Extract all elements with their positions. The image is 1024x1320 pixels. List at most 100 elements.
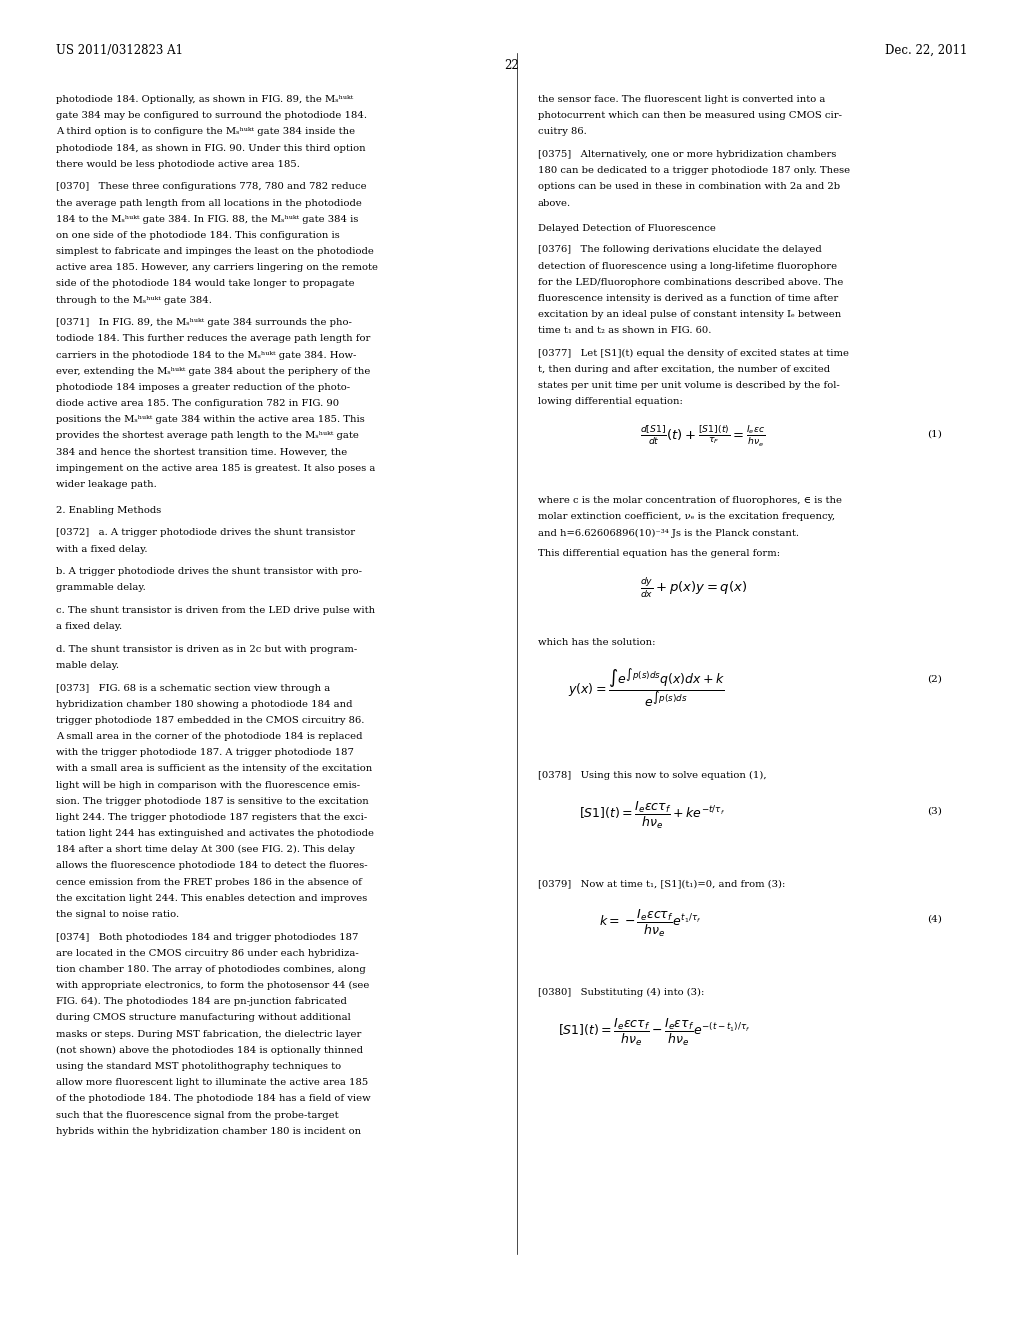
Text: todiode 184. This further reduces the average path length for: todiode 184. This further reduces the av… [56,334,371,343]
Text: [0380]   Substituting (4) into (3):: [0380] Substituting (4) into (3): [538,987,703,997]
Text: gate 384 may be configured to surround the photodiode 184.: gate 384 may be configured to surround t… [56,111,368,120]
Text: t, then during and after excitation, the number of excited: t, then during and after excitation, the… [538,366,829,374]
Text: US 2011/0312823 A1: US 2011/0312823 A1 [56,44,183,57]
Text: states per unit time per unit volume is described by the fol-: states per unit time per unit volume is … [538,381,840,391]
Text: $[S1](t)=\dfrac{I_e\epsilon c\tau_f}{h\nu_e}-\dfrac{I_e\epsilon\tau_f}{h\nu_e}e^: $[S1](t)=\dfrac{I_e\epsilon c\tau_f}{h\n… [558,1016,751,1048]
Text: hybrids within the hybridization chamber 180 is incident on: hybrids within the hybridization chamber… [56,1127,361,1135]
Text: of the photodiode 184. The photodiode 184 has a field of view: of the photodiode 184. The photodiode 18… [56,1094,371,1104]
Text: 180 can be dedicated to a trigger photodiode 187 only. These: 180 can be dedicated to a trigger photod… [538,166,850,176]
Text: options can be used in these in combination with 2a and 2b: options can be used in these in combinat… [538,182,840,191]
Text: [0378]   Using this now to solve equation (1),: [0378] Using this now to solve equation … [538,771,766,780]
Text: such that the fluorescence signal from the probe-target: such that the fluorescence signal from t… [56,1110,339,1119]
Text: diode active area 185. The configuration 782 in FIG. 90: diode active area 185. The configuration… [56,399,339,408]
Text: with the trigger photodiode 187. A trigger photodiode 187: with the trigger photodiode 187. A trigg… [56,748,354,758]
Text: hybridization chamber 180 showing a photodiode 184 and: hybridization chamber 180 showing a phot… [56,700,353,709]
Text: the signal to noise ratio.: the signal to noise ratio. [56,909,179,919]
Text: ever, extending the Mₛʰᵘᵏᵗ gate 384 about the periphery of the: ever, extending the Mₛʰᵘᵏᵗ gate 384 abou… [56,367,371,376]
Text: light will be high in comparison with the fluorescence emis-: light will be high in comparison with th… [56,780,360,789]
Text: $\frac{d[S1]}{dt}(t)+\frac{[S1](t)}{\tau_F}=\frac{I_e\epsilon c}{h\nu_e}$: $\frac{d[S1]}{dt}(t)+\frac{[S1](t)}{\tau… [640,424,765,449]
Text: a fixed delay.: a fixed delay. [56,622,123,631]
Text: grammable delay.: grammable delay. [56,583,146,593]
Text: sion. The trigger photodiode 187 is sensitive to the excitation: sion. The trigger photodiode 187 is sens… [56,797,369,805]
Text: A third option is to configure the Mₛʰᵘᵏᵗ gate 384 inside the: A third option is to configure the Mₛʰᵘᵏ… [56,127,355,136]
Text: Delayed Detection of Fluorescence: Delayed Detection of Fluorescence [538,224,716,234]
Text: $k=-\dfrac{I_e\epsilon c\tau_f}{h\nu_e}e^{t_1/\tau_f}$: $k=-\dfrac{I_e\epsilon c\tau_f}{h\nu_e}e… [599,908,701,940]
Text: mable delay.: mable delay. [56,661,120,671]
Text: [0375]   Alternatively, one or more hybridization chambers: [0375] Alternatively, one or more hybrid… [538,150,836,158]
Text: 184 after a short time delay Δt 300 (see FIG. 2). This delay: 184 after a short time delay Δt 300 (see… [56,845,355,854]
Text: time t₁ and t₂ as shown in FIG. 60.: time t₁ and t₂ as shown in FIG. 60. [538,326,711,335]
Text: d. The shunt transistor is driven as in 2c but with program-: d. The shunt transistor is driven as in … [56,644,357,653]
Text: the average path length from all locations in the photodiode: the average path length from all locatio… [56,198,362,207]
Text: with appropriate electronics, to form the photosensor 44 (see: with appropriate electronics, to form th… [56,981,370,990]
Text: light 244. The trigger photodiode 187 registers that the exci-: light 244. The trigger photodiode 187 re… [56,813,368,822]
Text: 2. Enabling Methods: 2. Enabling Methods [56,506,162,515]
Text: tation light 244 has extinguished and activates the photodiode: tation light 244 has extinguished and ac… [56,829,375,838]
Text: [0371]   In FIG. 89, the Mₛʰᵘᵏᵗ gate 384 surrounds the pho-: [0371] In FIG. 89, the Mₛʰᵘᵏᵗ gate 384 s… [56,318,352,327]
Text: $\frac{dy}{dx}+p(x)y=q(x)$: $\frac{dy}{dx}+p(x)y=q(x)$ [640,576,748,599]
Text: (3): (3) [927,807,942,816]
Text: [0370]   These three configurations 778, 780 and 782 reduce: [0370] These three configurations 778, 7… [56,182,367,191]
Text: 184 to the Mₛʰᵘᵏᵗ gate 384. In FIG. 88, the Mₛʰᵘᵏᵗ gate 384 is: 184 to the Mₛʰᵘᵏᵗ gate 384. In FIG. 88, … [56,215,358,223]
Text: are located in the CMOS circuitry 86 under each hybridiza-: are located in the CMOS circuitry 86 und… [56,949,359,958]
Text: allows the fluorescence photodiode 184 to detect the fluores-: allows the fluorescence photodiode 184 t… [56,862,368,870]
Text: for the LED/fluorophore combinations described above. The: for the LED/fluorophore combinations des… [538,277,843,286]
Text: [0377]   Let [S1](t) equal the density of excited states at time: [0377] Let [S1](t) equal the density of … [538,348,849,358]
Text: using the standard MST photolithography techniques to: using the standard MST photolithography … [56,1063,341,1071]
Text: with a fixed delay.: with a fixed delay. [56,545,147,553]
Text: Dec. 22, 2011: Dec. 22, 2011 [886,44,968,57]
Text: excitation by an ideal pulse of constant intensity Iₑ between: excitation by an ideal pulse of constant… [538,310,841,319]
Text: simplest to fabricate and impinges the least on the photodiode: simplest to fabricate and impinges the l… [56,247,374,256]
Text: during CMOS structure manufacturing without additional: during CMOS structure manufacturing with… [56,1014,351,1023]
Text: impingement on the active area 185 is greatest. It also poses a: impingement on the active area 185 is gr… [56,463,376,473]
Text: [0372]   a. A trigger photodiode drives the shunt transistor: [0372] a. A trigger photodiode drives th… [56,528,355,537]
Text: with a small area is sufficient as the intensity of the excitation: with a small area is sufficient as the i… [56,764,373,774]
Text: (not shown) above the photodiodes 184 is optionally thinned: (not shown) above the photodiodes 184 is… [56,1045,364,1055]
Text: [0374]   Both photodiodes 184 and trigger photodiodes 187: [0374] Both photodiodes 184 and trigger … [56,933,358,941]
Text: side of the photodiode 184 would take longer to propagate: side of the photodiode 184 would take lo… [56,280,355,288]
Text: [0379]   Now at time t₁, [S1](t₁)=0, and from (3):: [0379] Now at time t₁, [S1](t₁)=0, and f… [538,879,785,888]
Text: tion chamber 180. The array of photodiodes combines, along: tion chamber 180. The array of photodiod… [56,965,366,974]
Text: masks or steps. During MST fabrication, the dielectric layer: masks or steps. During MST fabrication, … [56,1030,361,1039]
Text: on one side of the photodiode 184. This configuration is: on one side of the photodiode 184. This … [56,231,340,240]
Text: the excitation light 244. This enables detection and improves: the excitation light 244. This enables d… [56,894,368,903]
Text: (2): (2) [927,675,942,682]
Text: wider leakage path.: wider leakage path. [56,480,157,488]
Text: photodiode 184 imposes a greater reduction of the photo-: photodiode 184 imposes a greater reducti… [56,383,350,392]
Text: and h=6.62606896(10)⁻³⁴ Js is the Planck constant.: and h=6.62606896(10)⁻³⁴ Js is the Planck… [538,528,799,537]
Text: lowing differential equation:: lowing differential equation: [538,397,682,407]
Text: FIG. 64). The photodiodes 184 are pn-junction fabricated: FIG. 64). The photodiodes 184 are pn-jun… [56,998,347,1006]
Text: b. A trigger photodiode drives the shunt transistor with pro-: b. A trigger photodiode drives the shunt… [56,568,362,577]
Text: through to the Mₛʰᵘᵏᵗ gate 384.: through to the Mₛʰᵘᵏᵗ gate 384. [56,296,212,305]
Text: which has the solution:: which has the solution: [538,639,655,647]
Text: [0376]   The following derivations elucidate the delayed: [0376] The following derivations elucida… [538,246,821,255]
Text: where c is the molar concentration of fluorophores, ∈ is the: where c is the molar concentration of fl… [538,496,842,506]
Text: photodiode 184. Optionally, as shown in FIG. 89, the Mₛʰᵘᵏᵗ: photodiode 184. Optionally, as shown in … [56,95,353,104]
Text: allow more fluorescent light to illuminate the active area 185: allow more fluorescent light to illumina… [56,1078,369,1088]
Text: [0373]   FIG. 68 is a schematic section view through a: [0373] FIG. 68 is a schematic section vi… [56,684,331,693]
Text: provides the shortest average path length to the Mₛʰᵘᵏᵗ gate: provides the shortest average path lengt… [56,432,359,441]
Text: (1): (1) [927,430,942,438]
Text: above.: above. [538,198,570,207]
Text: c. The shunt transistor is driven from the LED drive pulse with: c. The shunt transistor is driven from t… [56,606,376,615]
Text: fluorescence intensity is derived as a function of time after: fluorescence intensity is derived as a f… [538,294,838,302]
Text: This differential equation has the general form:: This differential equation has the gener… [538,549,779,558]
Text: A small area in the corner of the photodiode 184 is replaced: A small area in the corner of the photod… [56,733,362,741]
Text: $y(x)=\dfrac{\int e^{\int p(s)ds}q(x)dx+k}{e^{\int p(s)ds}}$: $y(x)=\dfrac{\int e^{\int p(s)ds}q(x)dx+… [568,668,725,709]
Text: the sensor face. The fluorescent light is converted into a: the sensor face. The fluorescent light i… [538,95,825,104]
Text: photodiode 184, as shown in FIG. 90. Under this third option: photodiode 184, as shown in FIG. 90. Und… [56,144,366,153]
Text: $[S1](t)=\dfrac{I_e\epsilon c\tau_f}{h\nu_e}+ke^{-t/\tau_f}$: $[S1](t)=\dfrac{I_e\epsilon c\tau_f}{h\n… [579,800,725,832]
Text: 384 and hence the shortest transition time. However, the: 384 and hence the shortest transition ti… [56,447,347,457]
Text: (4): (4) [927,915,942,924]
Text: carriers in the photodiode 184 to the Mₛʰᵘᵏᵗ gate 384. How-: carriers in the photodiode 184 to the Mₛ… [56,351,356,359]
Text: cence emission from the FRET probes 186 in the absence of: cence emission from the FRET probes 186 … [56,878,362,887]
Text: photocurrent which can then be measured using CMOS cir-: photocurrent which can then be measured … [538,111,842,120]
Text: active area 185. However, any carriers lingering on the remote: active area 185. However, any carriers l… [56,263,378,272]
Text: 22: 22 [505,59,519,73]
Text: detection of fluorescence using a long-lifetime fluorophore: detection of fluorescence using a long-l… [538,261,837,271]
Text: there would be less photodiode active area 185.: there would be less photodiode active ar… [56,160,300,169]
Text: trigger photodiode 187 embedded in the CMOS circuitry 86.: trigger photodiode 187 embedded in the C… [56,715,365,725]
Text: positions the Mₛʰᵘᵏᵗ gate 384 within the active area 185. This: positions the Mₛʰᵘᵏᵗ gate 384 within the… [56,416,366,424]
Text: cuitry 86.: cuitry 86. [538,127,587,136]
Text: molar extinction coefficient, νₑ is the excitation frequency,: molar extinction coefficient, νₑ is the … [538,512,835,521]
